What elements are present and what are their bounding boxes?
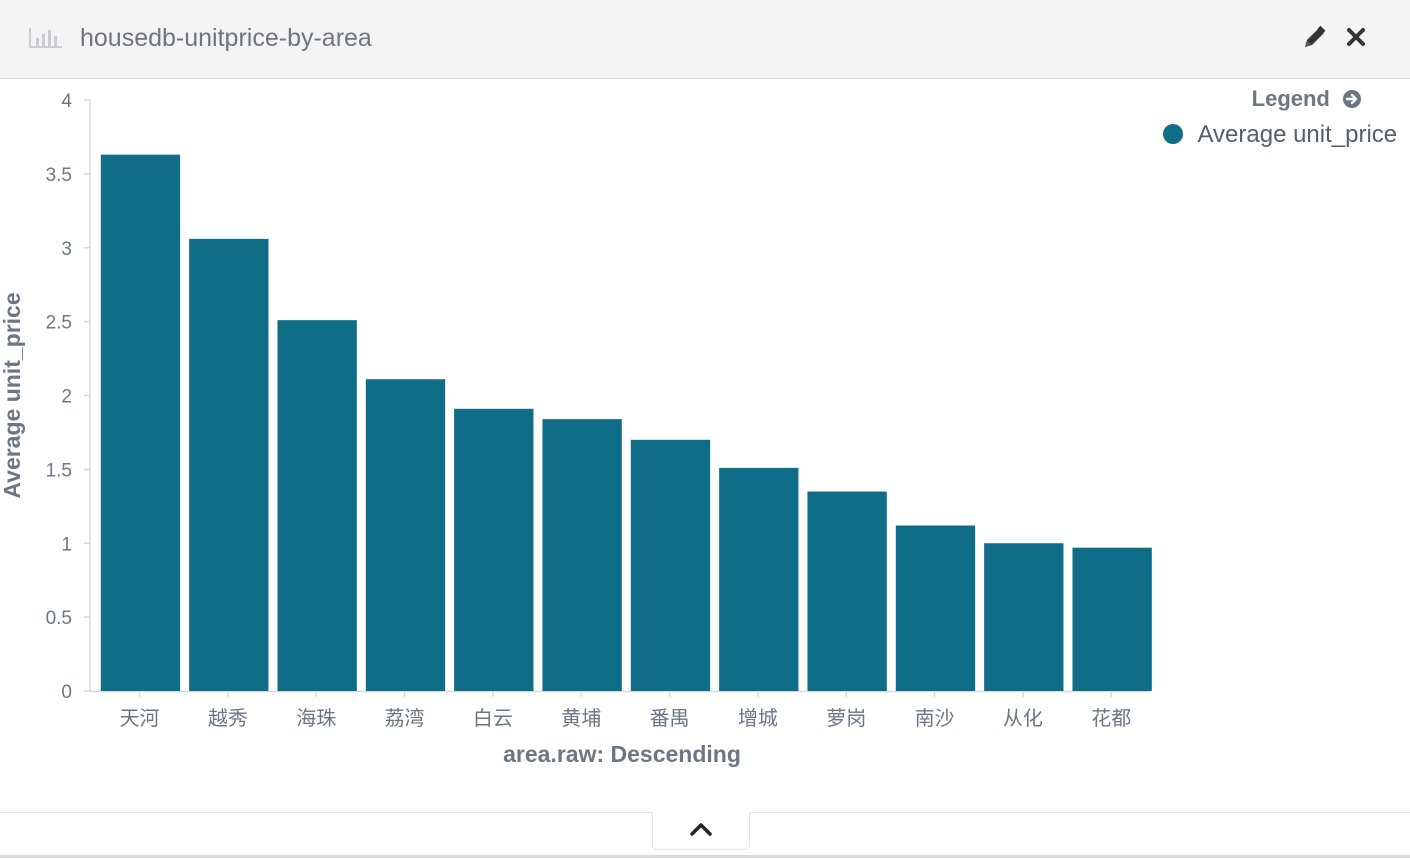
- footer-divider: [0, 855, 1410, 858]
- bar: [1072, 547, 1152, 691]
- x-tick-label: 海珠: [296, 706, 336, 730]
- y-tick-label: 2.5: [46, 313, 72, 334]
- x-tick-label: 黄埔: [561, 706, 601, 730]
- y-tick-label: 1: [61, 534, 72, 555]
- bar: [365, 379, 446, 691]
- bar-chart-icon: [29, 28, 62, 48]
- y-tick-label: 4: [61, 91, 72, 112]
- chart-area: 0 0.5 1 1.5 2 2.5 3 3.5 4 天河 越秀 海珠 荔湾 白云 黄埔 番禺 增城 萝岗 南沙 从化 花…: [0, 79, 1410, 812]
- bar: [895, 525, 976, 691]
- x-tick-label: 荔湾: [385, 706, 425, 730]
- x-tick-label: 越秀: [208, 706, 248, 730]
- y-tick-label: 1.5: [46, 460, 72, 481]
- bar: [984, 543, 1064, 691]
- legend-swatch: [1163, 124, 1183, 144]
- bar: [189, 238, 269, 691]
- x-tick-label: 增城: [738, 706, 778, 730]
- x-tick-label: 南沙: [915, 706, 955, 730]
- bar: [100, 154, 181, 692]
- y-axis-title: Average unit_price: [0, 292, 25, 498]
- bar: [454, 408, 534, 691]
- arrow-circle-right-icon: [1343, 90, 1361, 108]
- y-tick-label: 3: [61, 239, 72, 260]
- legend-label: Average unit_price: [1197, 121, 1398, 148]
- chevron-up-icon: [690, 823, 712, 836]
- y-tick-label: 0.5: [46, 608, 72, 629]
- y-tick-label: 3.5: [46, 165, 72, 186]
- collapse-button[interactable]: [652, 812, 750, 850]
- bar: [542, 419, 622, 691]
- x-tick-label: 花都: [1091, 706, 1131, 730]
- pencil-icon[interactable]: [1302, 24, 1328, 50]
- x-tick-label: 白云: [473, 706, 513, 730]
- x-tick-label: 天河: [120, 706, 160, 730]
- bar: [630, 439, 711, 691]
- bar: [807, 491, 887, 691]
- x-axis-title: area.raw: Descending: [503, 741, 741, 767]
- panel-title: housedb-unitprice-by-area: [80, 24, 372, 52]
- panel-header: housedb-unitprice-by-area: [0, 0, 1410, 79]
- legend-toggle[interactable]: Legend: [1252, 86, 1362, 112]
- x-tick-label: 萝岗: [826, 706, 866, 730]
- close-icon[interactable]: [1343, 24, 1369, 50]
- bar: [277, 320, 357, 691]
- legend-entry[interactable]: Average unit_price: [1163, 121, 1397, 149]
- x-tick-label: 番禺: [650, 706, 690, 730]
- y-tick-label: 0: [61, 682, 72, 703]
- x-tick-label: 从化: [1003, 706, 1043, 730]
- y-tick-label: 2: [61, 387, 72, 408]
- bar-chart: 0 0.5 1 1.5 2 2.5 3 3.5 4 天河 越秀 海珠 荔湾 白云 黄埔 番禺 增城 萝岗 南沙 从化 花…: [0, 91, 1152, 767]
- bar: [719, 467, 799, 691]
- legend-toggle-label: Legend: [1251, 86, 1330, 111]
